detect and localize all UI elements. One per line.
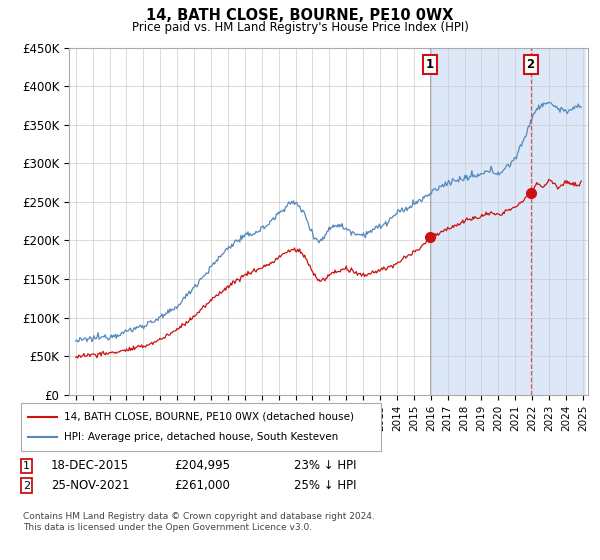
Text: 25-NOV-2021: 25-NOV-2021	[51, 479, 130, 492]
Text: 1: 1	[23, 461, 30, 471]
Text: 14, BATH CLOSE, BOURNE, PE10 0WX (detached house): 14, BATH CLOSE, BOURNE, PE10 0WX (detach…	[64, 412, 354, 422]
Text: 2: 2	[526, 58, 535, 71]
Text: 2: 2	[23, 480, 30, 491]
Text: 14, BATH CLOSE, BOURNE, PE10 0WX: 14, BATH CLOSE, BOURNE, PE10 0WX	[146, 8, 454, 24]
Text: 23% ↓ HPI: 23% ↓ HPI	[294, 459, 356, 473]
Text: 1: 1	[426, 58, 434, 71]
Text: Price paid vs. HM Land Registry's House Price Index (HPI): Price paid vs. HM Land Registry's House …	[131, 21, 469, 34]
Text: HPI: Average price, detached house, South Kesteven: HPI: Average price, detached house, Sout…	[64, 432, 338, 442]
Text: 25% ↓ HPI: 25% ↓ HPI	[294, 479, 356, 492]
Text: Contains HM Land Registry data © Crown copyright and database right 2024.
This d: Contains HM Land Registry data © Crown c…	[23, 512, 374, 532]
Bar	[430, 48, 586, 395]
FancyBboxPatch shape	[21, 403, 381, 451]
Text: £261,000: £261,000	[174, 479, 230, 492]
Text: £204,995: £204,995	[174, 459, 230, 473]
Text: 18-DEC-2015: 18-DEC-2015	[51, 459, 129, 473]
